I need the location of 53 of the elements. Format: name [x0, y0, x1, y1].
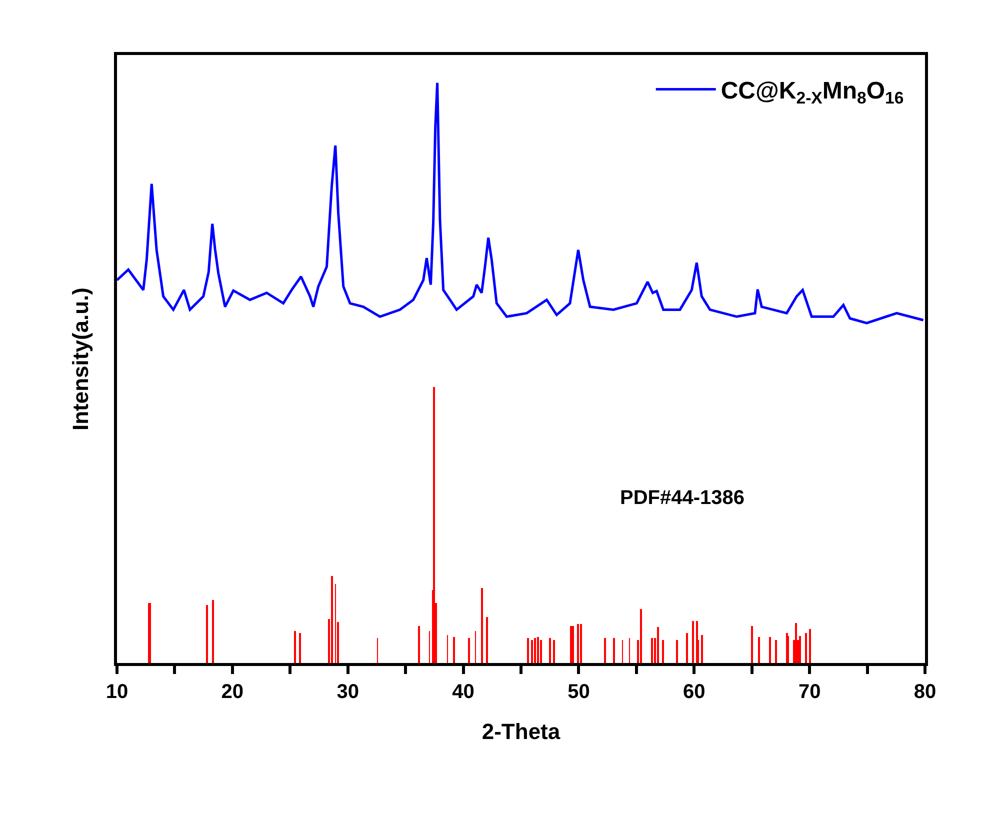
- bar: [540, 640, 542, 663]
- bar: [299, 633, 301, 663]
- annotation: PDF#44-1386: [620, 487, 745, 509]
- bar: [331, 576, 333, 663]
- bar: [527, 638, 529, 663]
- bar: [662, 640, 664, 663]
- x-tick-label: 50: [568, 681, 590, 703]
- bar: [701, 635, 703, 663]
- bar: [553, 640, 555, 663]
- bar: [651, 638, 653, 663]
- bar: [534, 638, 536, 663]
- legend-label: CC@K$_{2-X}$Mn$_{8}$O$_{16}$: [720, 78, 904, 108]
- bar: [799, 636, 801, 663]
- x-tick-label: 80: [914, 681, 936, 703]
- bar: [549, 638, 551, 663]
- bar: [751, 626, 753, 663]
- bar: [604, 638, 606, 663]
- x-tick-label: 70: [798, 681, 821, 703]
- bar: [537, 637, 539, 663]
- x-tick-label: 30: [336, 681, 359, 703]
- bar: [206, 605, 208, 663]
- bar: [769, 637, 771, 663]
- bar: [692, 621, 694, 663]
- bar: [570, 626, 572, 663]
- x-tick-label: 20: [221, 681, 244, 703]
- bar: [580, 624, 582, 663]
- x-tick-label: 60: [683, 681, 706, 703]
- bar: [486, 617, 488, 663]
- x-tick-label: 10: [106, 681, 128, 703]
- bar: [787, 636, 789, 663]
- bar: [795, 623, 797, 663]
- bar: [809, 629, 811, 663]
- bar: [418, 626, 420, 663]
- bar: [657, 627, 659, 663]
- bar: [433, 387, 435, 663]
- bar: [805, 633, 807, 663]
- bar: [676, 640, 678, 663]
- x-axis-title: 2-Theta: [482, 718, 561, 744]
- bar: [775, 640, 777, 663]
- bar: [453, 637, 455, 663]
- bar: [572, 626, 574, 663]
- bar: [468, 638, 470, 663]
- y-axis-title: Intensity(a.u.): [68, 287, 93, 431]
- bar: [294, 631, 296, 663]
- bar: [531, 640, 533, 663]
- bar: [686, 633, 688, 663]
- bar: [758, 637, 760, 663]
- bar: [640, 609, 642, 663]
- bar: [212, 600, 214, 663]
- bar: [481, 588, 483, 663]
- bar: [613, 638, 615, 663]
- bar: [577, 624, 579, 663]
- x-tick-label: 40: [452, 681, 474, 703]
